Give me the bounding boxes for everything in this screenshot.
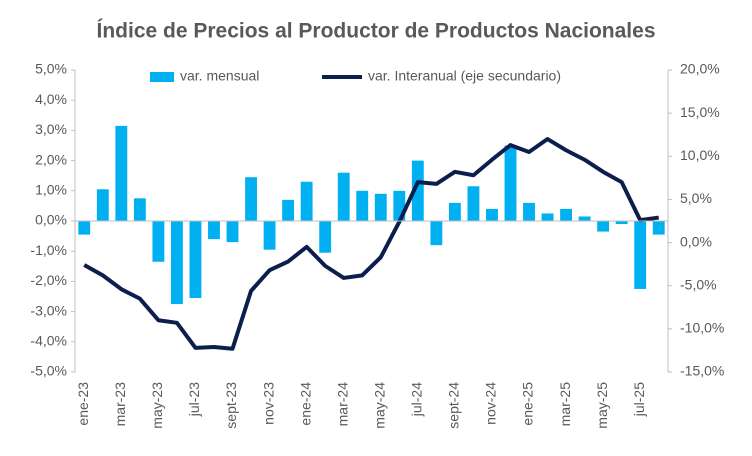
bar (411, 160, 424, 221)
y2-tick-label: -15,0% (680, 363, 724, 379)
bar (374, 193, 387, 221)
y2-tick-label: 5,0% (680, 190, 712, 206)
legend-label: var. Interanual (eje secundario) (368, 68, 561, 84)
x-tick-label: jul-25 (631, 382, 647, 417)
bar (208, 221, 220, 240)
bar (578, 216, 591, 221)
bar (356, 190, 369, 221)
x-tick-label: may-23 (149, 382, 165, 429)
x-tick-label: mar-25 (557, 382, 573, 427)
bar (393, 190, 406, 221)
y2-tick-label: 15,0% (680, 104, 720, 120)
x-tick-label: sept-24 (446, 382, 462, 429)
bar (78, 221, 91, 235)
y-tick-label: -4,0% (30, 333, 67, 349)
y2-tick-label: 0,0% (680, 233, 712, 249)
y-tick-label: 1,0% (35, 182, 67, 198)
bar (133, 198, 146, 221)
x-tick-label: mar-24 (334, 382, 350, 427)
x-tick-label: ene-24 (297, 382, 313, 426)
x-tick-label: nov-24 (483, 382, 499, 425)
bar (467, 186, 480, 221)
bar (245, 177, 257, 221)
x-tick-label: jul-23 (186, 382, 202, 417)
bar (523, 202, 535, 221)
y2-tick-label: 10,0% (680, 147, 720, 163)
x-tick-label: mar-23 (112, 382, 128, 427)
bar (486, 208, 498, 221)
x-tick-label: ene-23 (75, 382, 91, 426)
bar (337, 172, 350, 221)
y2-tick-label: -5,0% (680, 276, 717, 292)
line (83, 137, 660, 351)
bar (597, 221, 610, 232)
bar (560, 208, 573, 221)
legend-label: var. mensual (180, 68, 259, 84)
x-tick-label: ene-25 (520, 382, 536, 426)
bar (615, 221, 628, 225)
bar (282, 199, 295, 221)
bar (115, 125, 128, 221)
bar (152, 221, 165, 262)
bar (541, 213, 554, 221)
chart-title: Índice de Precios al Productor de Produc… (97, 20, 656, 43)
y-tick-label: 2,0% (35, 151, 67, 167)
y-tick-label: 0,0% (35, 212, 67, 228)
bar (189, 221, 202, 299)
bar (448, 202, 461, 221)
x-tick-label: jul-24 (409, 382, 425, 417)
bar (226, 221, 239, 243)
bar (634, 221, 647, 289)
y-tick-label: -5,0% (30, 363, 67, 379)
y-tick-label: 5,0% (35, 61, 67, 77)
y-tick-label: -1,0% (30, 242, 67, 258)
bar (300, 181, 313, 221)
x-tick-label: may-24 (371, 382, 387, 429)
bar (652, 221, 665, 235)
legend-swatch (150, 72, 174, 82)
y-tick-label: 3,0% (35, 121, 67, 137)
bar (170, 221, 183, 305)
x-tick-label: sept-23 (223, 382, 239, 429)
bar (96, 189, 109, 221)
y-tick-label: 4,0% (35, 91, 67, 107)
y-tick-label: -3,0% (30, 302, 67, 318)
y2-tick-label: 20,0% (680, 61, 720, 77)
bar (430, 221, 443, 246)
bar (319, 221, 332, 253)
y-tick-label: -2,0% (30, 272, 67, 288)
y2-tick-label: -10,0% (680, 320, 724, 336)
x-tick-label: may-25 (594, 382, 610, 429)
bar (504, 145, 517, 221)
bar (263, 221, 276, 250)
x-tick-label: nov-23 (260, 382, 276, 425)
